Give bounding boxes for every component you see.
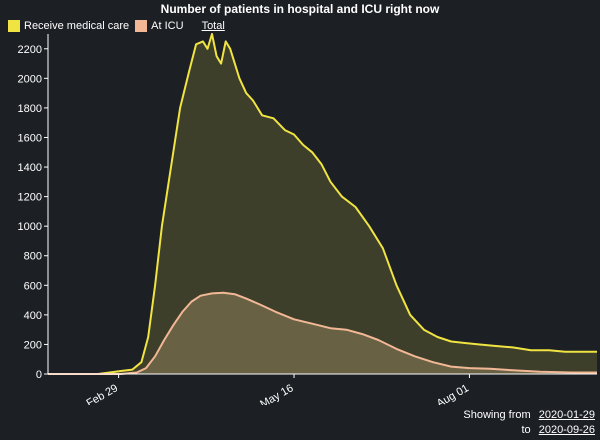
- showing-from-label: Showing from: [463, 409, 531, 421]
- y-tick-label: 1600: [18, 132, 42, 144]
- legend-item-receive-medical-care[interactable]: Receive medical care: [8, 20, 129, 32]
- footer-to-row: to 2020-09-26: [521, 424, 595, 436]
- to-date-link[interactable]: 2020-09-26: [538, 424, 595, 436]
- y-tick-label: 1400: [18, 162, 42, 174]
- y-tick-label: 1200: [18, 192, 42, 204]
- series-line-receive-medical-care: [48, 33, 597, 375]
- footer-from-row: Showing from 2020-01-29: [463, 409, 595, 421]
- y-tick-label: 600: [24, 280, 42, 292]
- y-tick-label: 800: [24, 251, 42, 263]
- legend: Receive medical care At ICU Total: [8, 19, 225, 33]
- y-tick-label: 200: [24, 339, 42, 351]
- chart-svg: 0 200 400 600 800 1000 1200 1400 1600 1800 2000 220…: [18, 33, 597, 405]
- x-tick-label: May 16: [258, 382, 295, 405]
- legend-label-at-icu: At ICU: [151, 20, 184, 32]
- chart-title: Number of patients in hospital and ICU r…: [160, 2, 440, 16]
- from-date-link[interactable]: 2020-01-29: [538, 409, 595, 421]
- x-tick-label: Feb 29: [84, 382, 120, 405]
- y-tick-label: 1000: [18, 221, 42, 233]
- y-tick-label: 2200: [18, 44, 42, 56]
- y-tick-label: 400: [24, 310, 42, 322]
- series-area-receive-medical-care: [48, 34, 597, 374]
- y-tick-label: 0: [36, 369, 42, 381]
- to-label: to: [521, 424, 531, 436]
- x-tick-label: Aug 01: [435, 382, 471, 405]
- legend-item-at-icu[interactable]: At ICU: [135, 20, 184, 32]
- legend-swatch-at-icu: [135, 20, 148, 32]
- legend-label-receive-medical-care: Receive medical care: [24, 20, 130, 32]
- series-area-at-icu: [48, 292, 597, 374]
- legend-total-link[interactable]: Total: [201, 20, 225, 32]
- legend-swatch-receive-medical-care: [8, 20, 20, 32]
- series-line-at-icu: [48, 291, 597, 375]
- y-tick-label: 2000: [18, 73, 42, 85]
- y-tick-label: 1800: [18, 103, 42, 115]
